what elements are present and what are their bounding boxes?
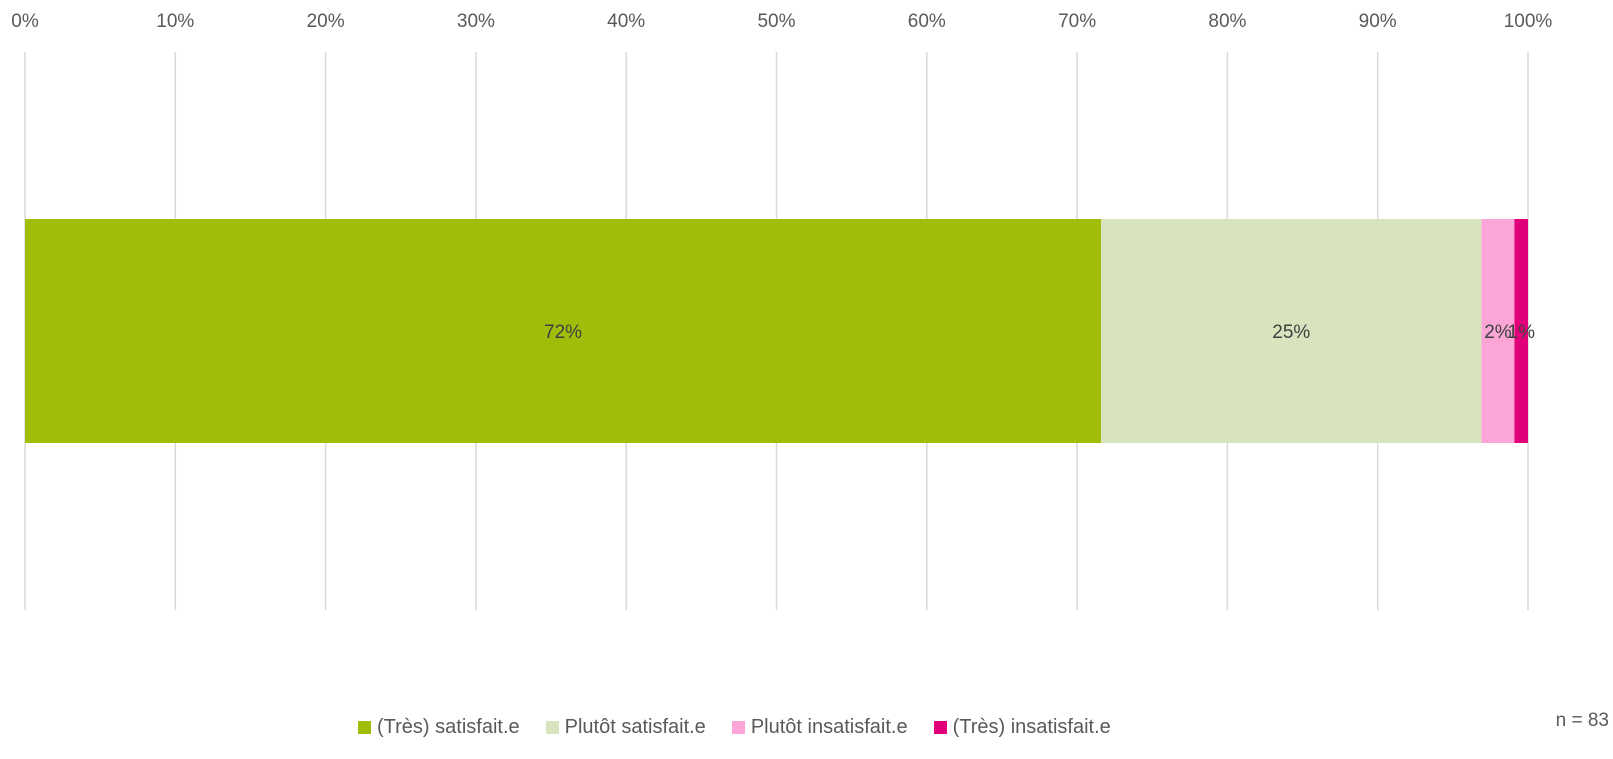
legend-swatch	[731, 720, 745, 734]
bar-segment	[1101, 219, 1482, 443]
x-tick-label: 80%	[1208, 11, 1246, 32]
x-tick-label: 60%	[908, 11, 946, 32]
legend-swatch	[358, 720, 371, 734]
legend: (Très) satisfait.e Plutôt satisfait.e Plut…	[358, 712, 1111, 742]
x-tick-label: 10%	[156, 11, 194, 32]
bar-segments	[25, 219, 1528, 443]
legend-swatch	[545, 720, 559, 734]
legend-item: (Très) satisfait.e	[358, 716, 520, 739]
legend-label: Plutôt insatisfait.e	[750, 715, 908, 738]
x-tick-label: 20%	[307, 11, 345, 32]
data-labels: 72% 25% 2%1%	[544, 322, 1535, 343]
legend-swatch	[933, 720, 947, 734]
bar-segment	[1481, 219, 1515, 443]
x-tick-label: 70%	[1058, 11, 1096, 32]
bar-segment	[1514, 219, 1528, 443]
data-label: 1%	[1508, 322, 1536, 343]
x-tick-label: 40%	[607, 11, 645, 32]
x-tick-label: 50%	[757, 11, 795, 32]
legend-item: Plutôt insatisfait.e	[731, 715, 908, 739]
legend-item: Plutôt satisfait.e	[545, 715, 706, 739]
x-tick-label: 100%	[1504, 11, 1553, 32]
x-tick-label: 30%	[457, 11, 495, 32]
legend-label: (Très) satisfait.e	[377, 715, 520, 738]
x-tick-label: 0%	[11, 11, 39, 32]
data-label: 25%	[1272, 322, 1310, 343]
data-label: 72%	[544, 322, 582, 343]
data-label: 2%	[1484, 322, 1512, 343]
legend-label: (Très) insatisfait.e	[952, 715, 1111, 738]
legend-item: (Très) insatisfait.e	[933, 715, 1111, 739]
sample-size-note: n = 83	[1555, 710, 1609, 731]
x-axis-tick-labels: 0% 10% 20% 30% 40% 50% 60% 70% 80% 90% 100%	[11, 11, 1552, 32]
bar-segment	[25, 219, 1102, 443]
x-tick-label: 90%	[1359, 11, 1397, 32]
legend-label: Plutôt satisfait.e	[564, 715, 706, 738]
